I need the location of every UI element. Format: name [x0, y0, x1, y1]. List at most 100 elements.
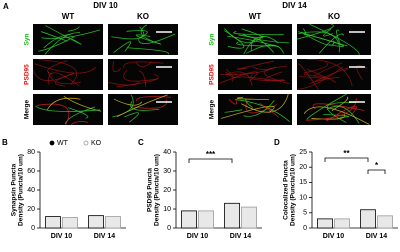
neurite [263, 65, 290, 85]
bar [198, 210, 214, 229]
y-tick-label: 0 [31, 225, 35, 232]
y-tick-label: 0 [303, 225, 307, 232]
y-tick-label: 20 [27, 206, 35, 213]
neurite [46, 97, 81, 111]
neurite [48, 72, 80, 87]
neurite [242, 34, 290, 44]
y-tick-label: 40 [27, 187, 35, 194]
neurite [113, 41, 132, 54]
bar [224, 202, 240, 229]
x-tick-label: DIV 14 [230, 233, 252, 240]
x-tick-label: DIV 14 [94, 233, 116, 240]
significance-bracket [367, 169, 386, 174]
y-tick-label: 20 [299, 164, 307, 171]
neurite [233, 31, 284, 36]
neurite [124, 112, 139, 123]
neurite [138, 33, 176, 45]
neurite [126, 47, 169, 55]
neurite [236, 96, 269, 100]
y-tick-label: 40 [163, 149, 171, 156]
bar [105, 216, 121, 229]
neurite [219, 71, 258, 84]
y-axis-label: Colocalized Puncta [283, 160, 290, 220]
y-tick-label: 25 [299, 149, 307, 156]
neurite [303, 106, 370, 125]
row-label: Merge [209, 100, 216, 120]
neurite [300, 31, 335, 46]
row-label: Merge [24, 100, 31, 120]
legend-label: WT [57, 140, 69, 147]
x-tick-label: DIV 14 [366, 233, 388, 240]
neurite [245, 101, 278, 114]
neurite [243, 100, 275, 117]
neurite [296, 23, 334, 40]
significance-bracket [324, 157, 369, 162]
row-label: PSD95 [209, 64, 216, 85]
neurite [35, 105, 101, 112]
row-label: PSD95 [24, 64, 31, 85]
bar [360, 209, 376, 229]
y-tick-label: 10 [163, 206, 171, 213]
bar [377, 215, 393, 229]
neurite [227, 35, 280, 48]
y-tick-label: 30 [163, 168, 171, 175]
column-label: KO [328, 12, 340, 21]
y-tick-label: 0 [167, 225, 171, 232]
neurite [116, 74, 159, 88]
y-tick-label: 10 [299, 194, 307, 201]
legend-marker [49, 140, 55, 146]
neurite [306, 68, 336, 83]
y-tick-label: 15 [299, 179, 307, 186]
neurite [135, 61, 152, 68]
neurite [68, 107, 89, 119]
neurite [250, 38, 275, 53]
y-tick-label: 60 [27, 168, 35, 175]
micrograph [108, 94, 178, 125]
neurite [220, 68, 272, 76]
neurite [221, 105, 275, 119]
neurite [224, 109, 243, 113]
panel-label: B [2, 138, 8, 147]
neurite [323, 114, 350, 118]
neurite [67, 26, 80, 32]
neurite [297, 66, 344, 90]
neurite [336, 29, 341, 45]
neurite [326, 102, 356, 123]
significance-bracket [188, 158, 233, 163]
neurite [264, 71, 286, 82]
x-tick-label: DIV 10 [51, 233, 73, 240]
neurite [224, 28, 264, 44]
y-axis-label: Synapsin Puncta [11, 163, 18, 216]
micrograph [33, 59, 103, 90]
neurite [116, 94, 168, 117]
neurite [306, 93, 347, 120]
neurite [43, 33, 72, 49]
neurite [140, 24, 161, 45]
neurite [314, 67, 349, 82]
neurite [130, 100, 160, 111]
neurite [228, 98, 237, 105]
group-title: DIV 10 [93, 1, 118, 10]
y-tick-label: 80 [27, 149, 35, 156]
legend-label: KO [91, 140, 102, 147]
column-label: WT [249, 12, 262, 21]
column-label: WT [62, 12, 75, 21]
neurite [41, 29, 101, 39]
y-axis-label: Density (Puncta/10 um) [154, 154, 161, 226]
neurite [259, 102, 279, 118]
neurite [38, 59, 77, 86]
neurite [54, 73, 75, 87]
micrograph [108, 24, 178, 55]
significance-label: ** [343, 149, 350, 158]
y-axis-label: PSD95 Puncta [147, 168, 154, 212]
significance-label: * [375, 161, 379, 170]
neurite [331, 96, 349, 111]
panel-label: D [274, 138, 280, 147]
neurite [309, 76, 340, 85]
neurite [138, 70, 147, 88]
group-title: DIV 14 [282, 1, 307, 10]
neurite [231, 76, 276, 82]
neurite [123, 69, 159, 82]
row-label: Syn [209, 34, 216, 46]
